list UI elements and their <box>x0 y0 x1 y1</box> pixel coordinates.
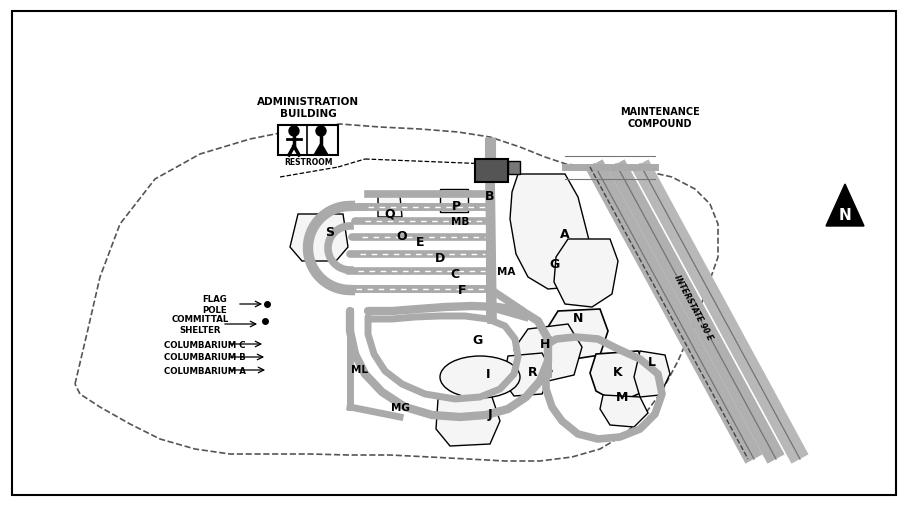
Text: COMMITTAL
SHELTER: COMMITTAL SHELTER <box>171 315 228 334</box>
Text: J: J <box>488 408 492 420</box>
Circle shape <box>316 127 326 137</box>
FancyBboxPatch shape <box>278 126 338 156</box>
Text: MB: MB <box>450 216 470 227</box>
Text: G: G <box>473 333 483 346</box>
Ellipse shape <box>440 356 520 398</box>
Text: INTERSTATE 90 E: INTERSTATE 90 E <box>672 273 714 342</box>
Text: L: L <box>648 355 656 368</box>
Polygon shape <box>75 125 718 461</box>
Polygon shape <box>548 309 608 359</box>
Text: COLUMBARIUM C: COLUMBARIUM C <box>164 340 246 349</box>
Text: ADMINISTRATION
BUILDING: ADMINISTRATION BUILDING <box>257 97 359 119</box>
Text: ML: ML <box>351 364 369 374</box>
Text: Q: Q <box>385 207 395 220</box>
Polygon shape <box>514 324 582 381</box>
Text: A: A <box>561 228 570 241</box>
Text: S: S <box>326 225 335 238</box>
Text: B: B <box>485 190 495 203</box>
Text: RESTROOM: RESTROOM <box>284 157 332 166</box>
Text: E: E <box>416 236 424 249</box>
Text: N: N <box>572 311 583 324</box>
Text: R: R <box>528 365 538 378</box>
Polygon shape <box>440 190 468 213</box>
Polygon shape <box>314 144 328 156</box>
Text: N: N <box>839 208 852 223</box>
Text: D: D <box>435 251 445 264</box>
Text: COLUMBARIUM A: COLUMBARIUM A <box>164 366 246 375</box>
Text: O: O <box>397 230 408 243</box>
Text: MG: MG <box>390 402 410 412</box>
Polygon shape <box>503 353 552 396</box>
Polygon shape <box>634 351 670 397</box>
Text: MA: MA <box>497 267 515 276</box>
Text: M: M <box>616 391 628 404</box>
Text: G: G <box>550 258 561 271</box>
Text: H: H <box>540 338 551 351</box>
Text: I: I <box>486 368 490 381</box>
FancyBboxPatch shape <box>12 12 896 495</box>
Text: MAINTENANCE
COMPOUND: MAINTENANCE COMPOUND <box>620 107 700 129</box>
Text: COLUMBARIUM B: COLUMBARIUM B <box>164 353 246 362</box>
Polygon shape <box>600 395 648 427</box>
Polygon shape <box>508 162 520 175</box>
Polygon shape <box>290 215 348 262</box>
Polygon shape <box>436 397 500 446</box>
Circle shape <box>289 127 299 137</box>
Text: K: K <box>613 365 622 378</box>
Text: C: C <box>450 268 460 281</box>
Text: P: P <box>451 199 460 212</box>
Polygon shape <box>554 240 618 307</box>
Text: F: F <box>458 283 466 296</box>
Text: FLAG
POLE: FLAG POLE <box>203 295 228 314</box>
Polygon shape <box>510 175 590 290</box>
Polygon shape <box>590 351 650 403</box>
Polygon shape <box>826 185 864 227</box>
Polygon shape <box>378 196 402 217</box>
Polygon shape <box>475 160 508 183</box>
